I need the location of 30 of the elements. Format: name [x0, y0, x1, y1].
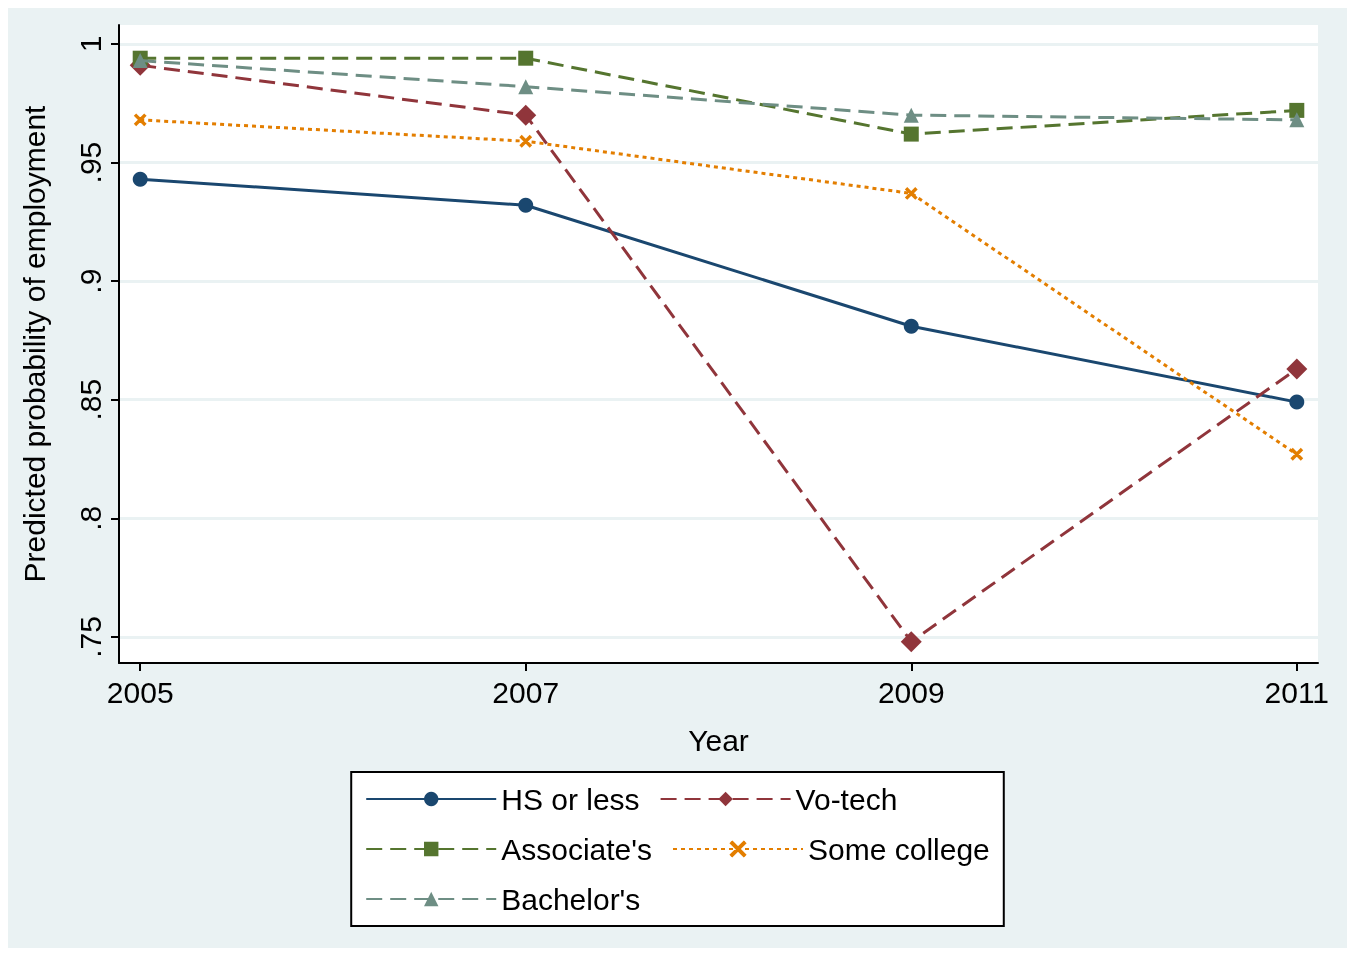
point	[900, 631, 922, 653]
point	[903, 318, 919, 334]
y-tick-label: .8	[73, 505, 107, 531]
x-axis-title: Year	[688, 723, 749, 757]
x-tick-label: 2005	[106, 675, 174, 709]
y-tick-label: 1	[73, 35, 107, 53]
point	[1289, 102, 1305, 118]
point	[1289, 112, 1305, 128]
legend-label: Associate's	[501, 832, 653, 866]
point	[1286, 358, 1308, 380]
point	[518, 79, 534, 95]
point	[518, 197, 534, 213]
y-tick-label: .9	[73, 268, 107, 294]
point	[132, 171, 148, 187]
legend-label: Vo-tech	[795, 782, 898, 816]
y-tick-label: .95	[73, 141, 107, 184]
point	[518, 50, 534, 66]
legend-label: Some college	[808, 832, 990, 866]
x-tick-label: 2011	[1264, 675, 1330, 709]
point	[515, 104, 537, 126]
y-axis-title: Predicted probability of employment	[17, 104, 51, 583]
x-tick-label: 2007	[492, 675, 560, 709]
legend-label: Bachelor's	[501, 882, 641, 916]
point	[903, 126, 919, 142]
legend-label: HS or less	[501, 782, 640, 816]
point	[1289, 394, 1305, 410]
y-tick-label: .75	[73, 616, 107, 658]
x-tick-label: 2009	[877, 675, 945, 709]
point	[903, 107, 919, 123]
y-tick-label: .85	[73, 378, 107, 421]
